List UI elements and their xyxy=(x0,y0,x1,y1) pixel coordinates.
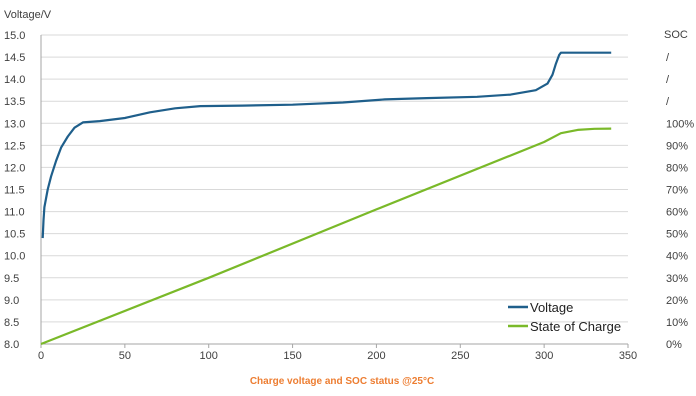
y2-tick-label: 100% xyxy=(666,118,694,130)
y-tick-label: 9.5 xyxy=(4,273,19,285)
y-tick-label: 14.5 xyxy=(4,52,25,64)
tick-labels: 15.0 14.5 14.0 13.5 13.0 12.5 12.0 11.5 11.0 10.5… xyxy=(4,30,694,362)
y2-tick-label: / xyxy=(666,74,670,86)
y2-tick-label: / xyxy=(666,52,670,64)
y-tick-label: 12.5 xyxy=(4,140,25,152)
y2-tick-label: 0% xyxy=(666,339,682,351)
x-tick-label: 300 xyxy=(535,350,553,362)
y-tick-label: 9.0 xyxy=(4,295,19,307)
y2-tick-label: 50% xyxy=(666,229,688,241)
y-tick-label: 15.0 xyxy=(4,30,25,42)
x-tick-label: 350 xyxy=(619,350,637,362)
x-tick-label: 150 xyxy=(283,350,301,362)
y-tick-label: 13.5 xyxy=(4,96,25,108)
y-tick-label: 8.5 xyxy=(4,317,19,329)
x-tick-label: 200 xyxy=(367,350,385,362)
y-tick-label: 8.0 xyxy=(4,339,19,351)
y2-tick-label: 60% xyxy=(666,207,688,219)
y2-tick-label: 80% xyxy=(666,162,688,174)
y-tick-label: 13.0 xyxy=(4,118,25,130)
y2-tick-label: / xyxy=(666,96,670,108)
y2-tick-label: 40% xyxy=(666,251,688,263)
axes xyxy=(40,35,629,348)
legend-label-voltage: Voltage xyxy=(530,300,573,315)
y2-tick-label: 70% xyxy=(666,185,688,197)
y-tick-label: 12.0 xyxy=(4,162,25,174)
y-tick-label: 11.0 xyxy=(4,207,25,219)
x-tick-label: 250 xyxy=(451,350,469,362)
y2-tick-label: 30% xyxy=(666,273,688,285)
y-tick-label: 11.5 xyxy=(4,185,25,197)
y-tick-label: 10.0 xyxy=(4,251,25,263)
series-line-soc xyxy=(40,127,612,346)
y-axis-title: Voltage/V xyxy=(4,9,52,21)
y-tick-label: 10.5 xyxy=(4,229,25,241)
x-tick-label: 50 xyxy=(119,350,131,362)
y2-tick-label: 10% xyxy=(666,317,688,329)
y2-axis-title: SOC xyxy=(664,29,688,41)
legend: Voltage State of Charge xyxy=(508,300,621,334)
y-tick-label: 14.0 xyxy=(4,74,25,86)
gridlines xyxy=(41,34,628,323)
x-tick-label: 0 xyxy=(38,350,44,362)
legend-label-soc: State of Charge xyxy=(530,319,621,334)
y2-tick-label: 90% xyxy=(666,140,688,152)
chart-caption: Charge voltage and SOC status @25°C xyxy=(250,376,434,387)
series-lines xyxy=(40,51,612,346)
series-line-voltage xyxy=(41,51,612,239)
y2-tick-label: 20% xyxy=(666,295,688,307)
x-tick-label: 100 xyxy=(200,350,218,362)
